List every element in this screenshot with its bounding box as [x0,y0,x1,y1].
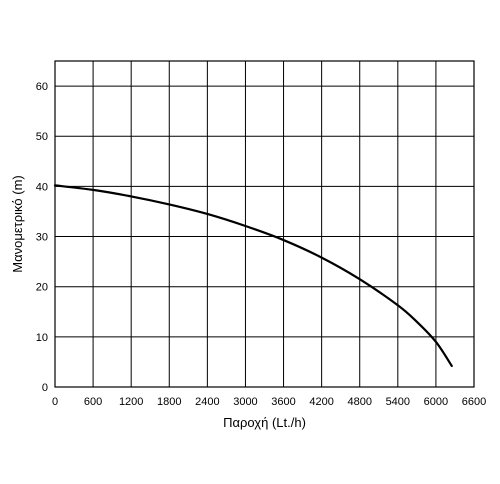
x-tick-labels: 0 600 1200 1800 2400 3000 3600 4200 4800 5400 6000… [52,396,486,408]
y-tick-label: 0 [42,382,48,394]
x-tick-label: 4800 [347,396,371,408]
grid [54,61,475,388]
plot-frame [54,60,475,388]
y-axis-title: Μανομετρικό (m) [10,175,25,272]
y-tick-label: 20 [36,282,48,294]
x-tick-label: 1200 [119,396,143,408]
y-tick-label: 60 [36,81,48,93]
y-tick-labels: 0 10 20 30 40 50 60 [36,81,48,394]
x-tick-label: 4200 [309,396,333,408]
y-tick-label: 40 [36,181,48,193]
y-tick-label: 50 [36,131,48,143]
y-tick-label: 10 [36,332,48,344]
x-tick-label: 600 [84,396,102,408]
x-axis-title: Παροχή (Lt./h) [223,415,306,430]
y-tick-label: 30 [36,232,48,244]
x-tick-label: 1800 [157,396,181,408]
x-tick-label: 6600 [462,396,486,408]
performance-curve [53,184,453,368]
x-tick-label: 6000 [424,396,448,408]
x-tick-label: 5400 [386,396,410,408]
x-tick-label: 3600 [271,396,295,408]
x-tick-label: 3000 [233,396,257,408]
x-tick-label: 0 [52,396,58,408]
x-tick-label: 2400 [195,396,219,408]
